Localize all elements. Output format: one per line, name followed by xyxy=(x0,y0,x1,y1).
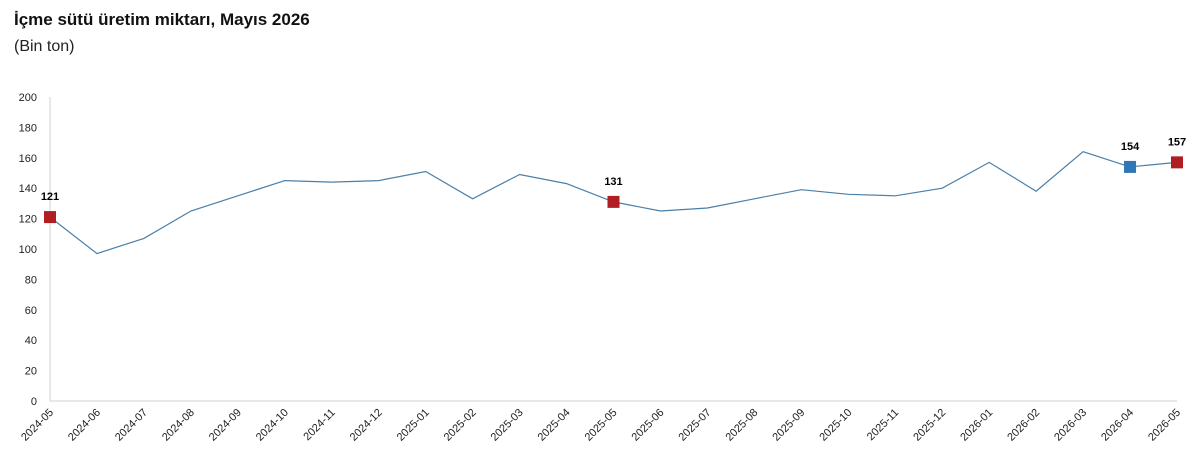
x-tick-label: 2026-02 xyxy=(1005,407,1042,444)
chart-title: İçme sütü üretim miktarı, Mayıs 2026 xyxy=(14,10,310,29)
x-tick-label: 2025-04 xyxy=(536,407,573,444)
x-tick-label: 2025-10 xyxy=(817,407,854,444)
y-tick-label: 200 xyxy=(19,92,37,104)
y-tick-label: 100 xyxy=(19,244,37,256)
y-tick-label: 40 xyxy=(25,335,37,347)
x-tick-label: 2025-01 xyxy=(395,407,432,444)
data-label: 121 xyxy=(41,191,59,203)
x-axis-ticks: 2024-05 2024-06 2024-07 2024-08 2024-09 2024-… xyxy=(19,407,1183,444)
y-tick-label: 20 xyxy=(25,366,37,378)
x-tick-label: 2024-05 xyxy=(19,407,56,444)
highlight-markers: 121 131 154 157 xyxy=(41,136,1186,224)
x-tick-label: 2024-07 xyxy=(113,407,150,444)
x-tick-label: 2025-11 xyxy=(865,407,901,443)
y-tick-label: 60 xyxy=(25,305,37,317)
x-tick-label: 2024-08 xyxy=(160,407,197,444)
x-tick-label: 2025-02 xyxy=(442,407,479,444)
chart-subtitle: (Bin ton) xyxy=(14,38,75,55)
highlight-marker xyxy=(607,195,620,208)
x-tick-label: 2026-01 xyxy=(958,407,995,444)
x-tick-label: 2025-03 xyxy=(489,407,526,444)
x-tick-label: 2024-09 xyxy=(207,407,244,444)
x-tick-label: 2025-12 xyxy=(911,407,948,444)
x-tick-label: 2026-04 xyxy=(1099,407,1136,444)
data-label: 131 xyxy=(604,176,622,188)
x-tick-label: 2025-07 xyxy=(677,407,714,444)
data-label: 157 xyxy=(1168,136,1186,148)
y-tick-label: 0 xyxy=(31,396,37,408)
x-tick-label: 2024-11 xyxy=(301,407,337,443)
x-tick-label: 2025-09 xyxy=(770,407,807,444)
y-tick-label: 140 xyxy=(19,183,37,195)
x-tick-label: 2024-12 xyxy=(348,407,385,444)
highlight-marker xyxy=(1171,156,1183,169)
highlight-marker xyxy=(44,211,56,224)
y-tick-label: 160 xyxy=(19,153,37,165)
y-tick-label: 180 xyxy=(19,122,37,134)
chart-axes xyxy=(49,97,1177,402)
x-tick-label: 2025-08 xyxy=(723,407,760,444)
x-tick-label: 2024-10 xyxy=(254,407,291,444)
y-axis-ticks: 0 20 40 60 80 100 120 140 160 180 200 xyxy=(19,92,37,408)
x-tick-label: 2024-06 xyxy=(66,407,103,444)
data-label: 154 xyxy=(1121,141,1140,153)
x-tick-label: 2025-06 xyxy=(630,407,667,444)
highlight-marker xyxy=(1124,160,1137,173)
x-tick-label: 2026-03 xyxy=(1052,407,1089,444)
x-tick-label: 2025-05 xyxy=(583,407,620,444)
y-tick-label: 120 xyxy=(19,214,37,226)
x-tick-label: 2026-05 xyxy=(1146,407,1183,444)
y-tick-label: 80 xyxy=(25,274,37,286)
